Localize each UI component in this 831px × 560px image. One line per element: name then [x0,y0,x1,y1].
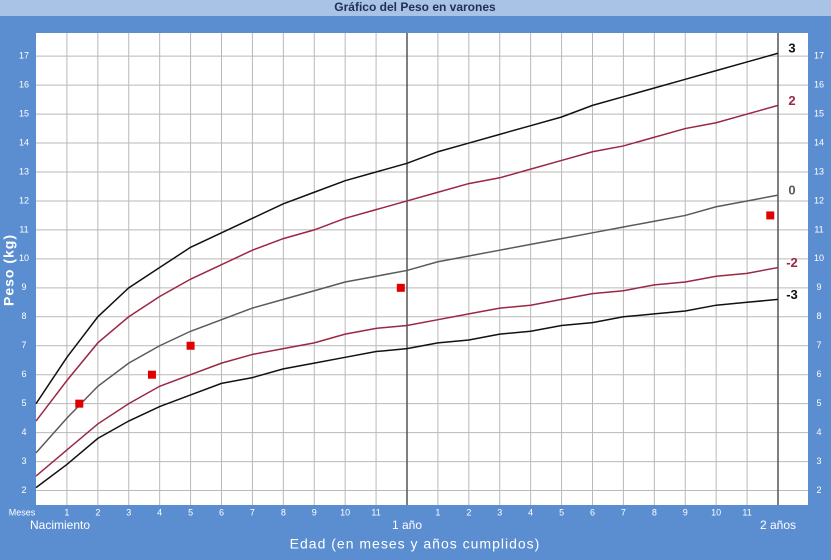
y-tick-label: 6 [816,369,821,379]
y-tick-label: 16 [814,79,824,89]
x-tick-label: 9 [312,507,317,517]
legend-label: 3 [788,41,795,56]
legend-label: -2 [786,255,798,270]
line [35,194,779,454]
data-point [75,399,84,408]
legend-label: 0 [788,183,795,198]
x-tick-label: 10 [711,507,721,517]
y-tick-label: 10 [814,253,824,263]
x-start-label: Nacimiento [30,518,90,532]
x-tick-label: 11 [742,507,751,517]
y-tick-label: 15 [814,108,824,118]
x-tick-label: 6 [590,507,595,517]
x-tick-label: 4 [528,507,533,517]
line [35,52,779,405]
y-tick-label: 2 [816,485,821,495]
x-tick-label: 3 [126,507,131,517]
legend-label: 2 [788,93,795,108]
y-tick-label: 5 [21,398,26,408]
title-band [0,0,831,16]
data-point [766,211,775,220]
x-tick-label: 2 [466,507,471,517]
x-tick-label: 11 [371,507,380,517]
data-point [147,370,156,379]
x-tick-label: 1 [435,507,440,517]
y-axis-title: Peso (kg) [1,234,17,306]
x-tick-label: 5 [188,507,193,517]
line [35,266,779,477]
y-tick-label: 8 [21,311,26,321]
x-tick-label: 1 año [392,518,422,532]
x-tick-label: 1 [64,507,69,517]
x-tick-label: 6 [219,507,224,517]
y-tick-label: 3 [816,456,821,466]
y-tick-label: 9 [21,282,26,292]
y-tick-label: 12 [814,195,824,205]
y-tick-label: 2 [21,485,26,495]
y-tick-label: 3 [21,456,26,466]
y-tick-label: 6 [21,369,26,379]
y-tick-label: 9 [816,282,821,292]
y-tick-label: 17 [814,51,824,61]
x-tick-label: 3 [497,507,502,517]
y-tick-label: 11 [19,224,28,234]
x-tick-label: 8 [652,507,657,517]
y-tick-label: 13 [19,166,29,176]
y-tick-label: 13 [814,166,824,176]
x-tick-label: 8 [281,507,286,517]
x-axis-title: Edad (en meses y años cumplidos) [290,536,541,552]
chart-title: Gráfico del Peso en varones [334,0,496,14]
y-tick-label: 8 [816,311,821,321]
y-tick-label: 12 [19,195,29,205]
data-point [186,341,195,350]
x-tick-label: 7 [621,507,626,517]
y-tick-label: 7 [816,340,821,350]
x-tick-label: 2 años [760,518,796,532]
x-tick-label: 10 [340,507,350,517]
y-tick-label: 7 [21,340,26,350]
y-tick-label: 4 [21,427,26,437]
y-tick-label: 4 [816,427,821,437]
x-tick-label: 9 [683,507,688,517]
line [35,104,779,422]
y-tick-label: 15 [19,108,29,118]
y-tick-label: 11 [814,224,823,234]
y-tick-label: 5 [816,398,821,408]
y-tick-label: 10 [19,253,29,263]
x-tick-label: 5 [559,507,564,517]
plot-area [36,33,808,505]
x-tick-label: 2 [95,507,100,517]
y-tick-label: 17 [19,51,29,61]
y-tick-label: 14 [814,137,824,147]
x-tick-label: 7 [250,507,255,517]
x-tick-label: 4 [157,507,162,517]
y-tick-label: 16 [19,79,29,89]
y-tick-label: 14 [19,137,29,147]
data-point [396,283,405,292]
x-unit-label: Meses [9,507,36,517]
line [35,298,779,489]
legend-label: -3 [786,287,798,302]
